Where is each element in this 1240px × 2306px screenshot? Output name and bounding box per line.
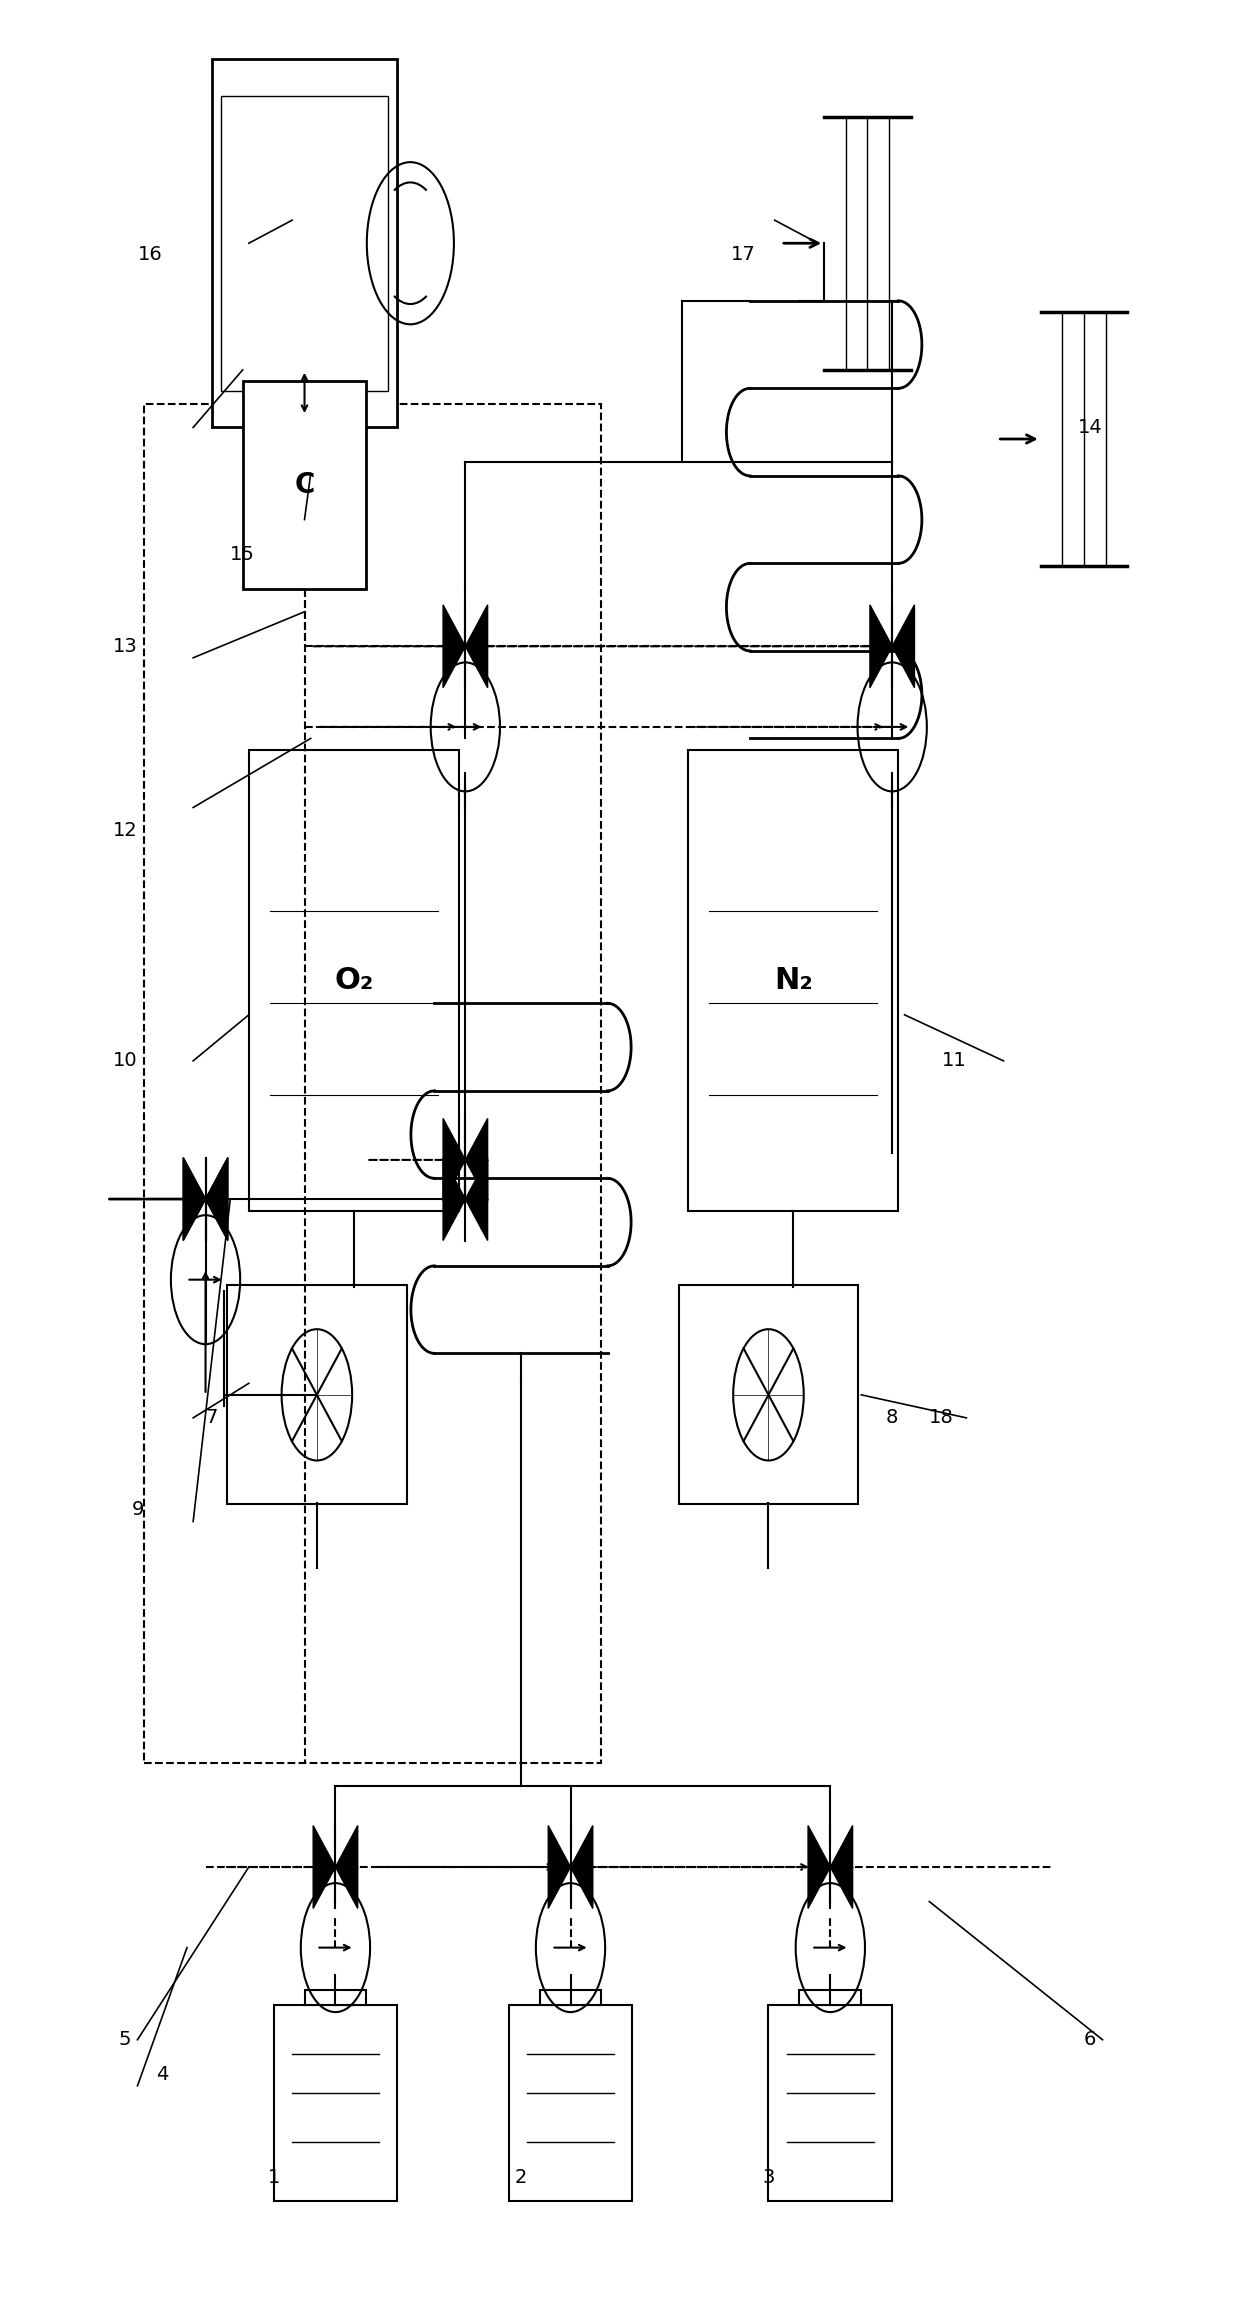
Polygon shape — [465, 1118, 487, 1201]
Text: C: C — [294, 470, 315, 498]
Polygon shape — [314, 1826, 336, 1909]
Polygon shape — [206, 1158, 228, 1241]
Polygon shape — [465, 1158, 487, 1241]
Polygon shape — [831, 1826, 853, 1909]
Bar — [274, 2006, 397, 2200]
Polygon shape — [443, 1118, 465, 1201]
Text: 15: 15 — [231, 544, 255, 563]
Polygon shape — [184, 1158, 206, 1241]
Polygon shape — [443, 604, 465, 687]
Bar — [769, 2006, 893, 2200]
Polygon shape — [570, 1826, 593, 1909]
Text: 10: 10 — [113, 1052, 138, 1070]
Bar — [539, 1990, 601, 2006]
Bar — [688, 749, 898, 1211]
Polygon shape — [184, 1158, 206, 1241]
Polygon shape — [808, 1826, 831, 1909]
Bar — [678, 1284, 858, 1504]
Text: 11: 11 — [941, 1052, 966, 1070]
Polygon shape — [870, 604, 893, 687]
Text: 7: 7 — [206, 1409, 218, 1427]
Polygon shape — [548, 1826, 570, 1909]
Text: 3: 3 — [763, 2168, 775, 2188]
Polygon shape — [443, 1158, 465, 1241]
Text: 18: 18 — [929, 1409, 954, 1427]
Bar — [243, 380, 366, 588]
Text: 9: 9 — [131, 1501, 144, 1520]
Bar — [800, 1990, 862, 2006]
Text: 14: 14 — [1078, 417, 1102, 436]
Text: 6: 6 — [1084, 2029, 1096, 2050]
Text: N₂: N₂ — [774, 966, 812, 994]
Bar — [227, 1284, 407, 1504]
Polygon shape — [336, 1826, 357, 1909]
Text: 12: 12 — [113, 821, 138, 839]
Text: 13: 13 — [113, 636, 138, 655]
Text: 16: 16 — [138, 244, 162, 265]
Polygon shape — [893, 604, 914, 687]
Text: 2: 2 — [515, 2168, 527, 2188]
Bar — [508, 2006, 632, 2200]
Bar — [221, 97, 388, 390]
Polygon shape — [465, 604, 487, 687]
Text: O₂: O₂ — [335, 966, 373, 994]
Bar — [249, 749, 459, 1211]
Text: 4: 4 — [156, 2064, 169, 2085]
Bar — [305, 1990, 366, 2006]
Bar — [144, 404, 601, 1764]
Polygon shape — [206, 1158, 228, 1241]
Text: 8: 8 — [887, 1409, 898, 1427]
Text: 1: 1 — [268, 2168, 280, 2188]
Text: 5: 5 — [119, 2029, 131, 2050]
Text: 17: 17 — [732, 244, 756, 265]
Bar — [212, 60, 397, 427]
